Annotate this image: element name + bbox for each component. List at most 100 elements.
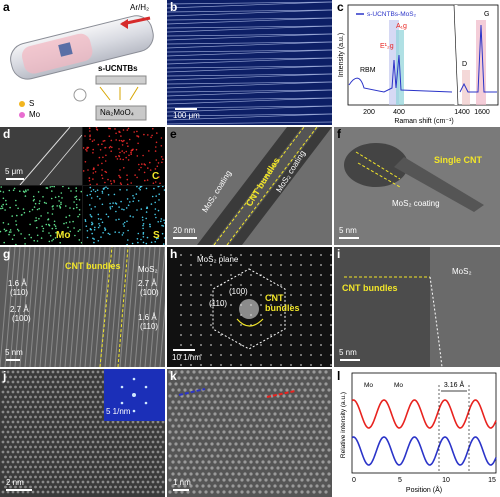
map-mo [0, 186, 82, 245]
scale-f: 5 nm [339, 226, 357, 235]
scale-h: 10 1/nm [172, 353, 201, 362]
panel-a-label: a [3, 0, 10, 14]
plane-110: (110) [209, 299, 228, 308]
l-xlabel: Position (Å) [406, 485, 442, 494]
panel-c-label: c [337, 0, 344, 14]
scale-d: 5 μm [5, 167, 23, 176]
panel-l: l 3.16 Å Mo Mo 0 5 10 15 Position (Å) Re… [334, 369, 500, 497]
legend-s: S [29, 99, 35, 108]
scale-bar-d [6, 178, 24, 180]
l-tick-10: 10 [442, 477, 450, 484]
panel-g: g CNT bundles MoS₂ 1.6 Å (110) 2.7 Å (10… [0, 247, 165, 367]
scale-bar-e [173, 237, 197, 239]
raman-xlabel: Raman shift (cm⁻¹) [394, 118, 453, 125]
sem-image [0, 127, 82, 185]
panel-g-label: g [3, 247, 11, 261]
map-mo-label: Mo [56, 230, 71, 241]
saed-pattern [180, 254, 332, 366]
panel-i-label: i [337, 247, 341, 261]
plane-1: (110) [10, 288, 29, 297]
panel-a: a Ar/H₂ s-UCNTBs Na₂MoO₄ S Mo [0, 0, 165, 125]
scale-bar-g [6, 359, 20, 361]
inset-scale: 5 1/nm [106, 407, 131, 416]
distance-label: 3.16 Å [444, 380, 465, 389]
panel-b: b 100 μm [167, 0, 332, 125]
atomic-profile-image [168, 370, 331, 494]
mos2-i: MoS₂ [452, 267, 472, 276]
panel-f: f Single CNT MoS₂ coating 5 nm [334, 127, 500, 245]
panel-e: e CNT bundles MoS₂ coating MoS₂ coating … [167, 127, 332, 245]
scale-j: 2 nm [6, 478, 24, 487]
scale-g: 5 nm [5, 348, 23, 357]
mos2-plane: MoS₂ plane [197, 255, 239, 264]
plane-4: (110) [140, 322, 159, 331]
panel-f-label: f [337, 127, 341, 141]
plane-3: (100) [140, 288, 159, 297]
scale-bar-j [6, 489, 32, 491]
tick-1600: 1600 [474, 109, 490, 116]
scale-k: 1 nm [173, 478, 191, 487]
l-tick-0: 0 [352, 477, 356, 484]
tick-400: 400 [393, 109, 405, 116]
scale-e: 20 nm [173, 226, 196, 235]
l-tick-5: 5 [398, 477, 402, 484]
map-c [83, 127, 165, 185]
scale-bar-f [339, 237, 359, 239]
mos2-g: MoS₂ [138, 265, 158, 274]
panel-k: k 1 nm [167, 369, 332, 497]
tick-200: 200 [363, 109, 375, 116]
scale-bar-k [173, 489, 189, 491]
cnt-bundles-h: CNT bundles [265, 293, 300, 313]
panel-h: h MoS₂ plane (100) (110) CNT bundles 10 … [167, 247, 332, 367]
panel-d: d 5 μm C Mo S [0, 127, 165, 245]
panel-i: i CNT bundles MoS₂ 5 nm [334, 247, 500, 367]
raman-legend: s-UCNTBs-MoS₂ [367, 11, 417, 18]
panel-c: c 200 400 1400 1600 Raman shift (cm⁻¹) I… [334, 0, 500, 125]
raman-ylabel: Intensity (a.u.) [338, 33, 345, 77]
product-label: s-UCNTBs [98, 64, 138, 73]
plane-2: (100) [12, 314, 31, 323]
panel-l-label: l [337, 369, 341, 383]
d-band-label: D [462, 61, 467, 68]
panel-k-label: k [170, 369, 177, 383]
panel-h-label: h [170, 247, 178, 261]
aligned-bundles-image [167, 1, 332, 125]
scale-b: 100 μm [173, 111, 200, 120]
d-spacing-3: 2.7 Å [138, 279, 157, 288]
panel-e-label: e [170, 127, 177, 141]
cnt-bundles-i: CNT bundles [342, 283, 398, 293]
cnt-bundles-g: CNT bundles [65, 261, 121, 271]
scale-bar-h [173, 349, 195, 351]
panel-d-label: d [3, 127, 11, 141]
e2g-label: E¹₂g [380, 43, 394, 50]
map-c-label: C [152, 171, 160, 182]
fft-inset: 5 1/nm [104, 369, 165, 421]
gas-label: Ar/H₂ [130, 3, 150, 12]
mo-label-1: Mo [364, 382, 373, 389]
single-cnt-label: Single CNT [434, 155, 483, 165]
d-spacing-2: 2.7 Å [10, 305, 29, 314]
scale-bar-b [175, 108, 197, 110]
scale-i: 5 nm [339, 348, 357, 357]
plane-100: (100) [229, 287, 248, 296]
l-ylabel: Relative intensity (a.u.) [340, 392, 347, 458]
raman-spectrum: 200 400 1400 1600 Raman shift (cm⁻¹) Int… [338, 4, 499, 125]
mo-label-2: Mo [394, 382, 403, 389]
scale-bar-i [340, 359, 360, 361]
coating-f: MoS₂ coating [392, 199, 440, 208]
a1g-label: A₁g [396, 23, 407, 30]
g-band-label: G [484, 11, 489, 18]
d-spacing-1: 1.6 Å [8, 279, 27, 288]
furnace-schematic [10, 15, 154, 121]
atomic-lattice-image [1, 370, 165, 494]
rbm-label: RBM [360, 67, 376, 74]
panel-b-label: b [170, 0, 178, 14]
lattice-image [0, 247, 165, 367]
map-s [83, 186, 165, 245]
bundle-tem-image [197, 127, 332, 245]
precursor-label: Na₂MoO₄ [100, 108, 134, 117]
tick-1400: 1400 [454, 109, 470, 116]
l-tick-15: 15 [488, 477, 496, 484]
panel-j-label: j [3, 369, 7, 383]
map-s-label: S [153, 230, 160, 241]
